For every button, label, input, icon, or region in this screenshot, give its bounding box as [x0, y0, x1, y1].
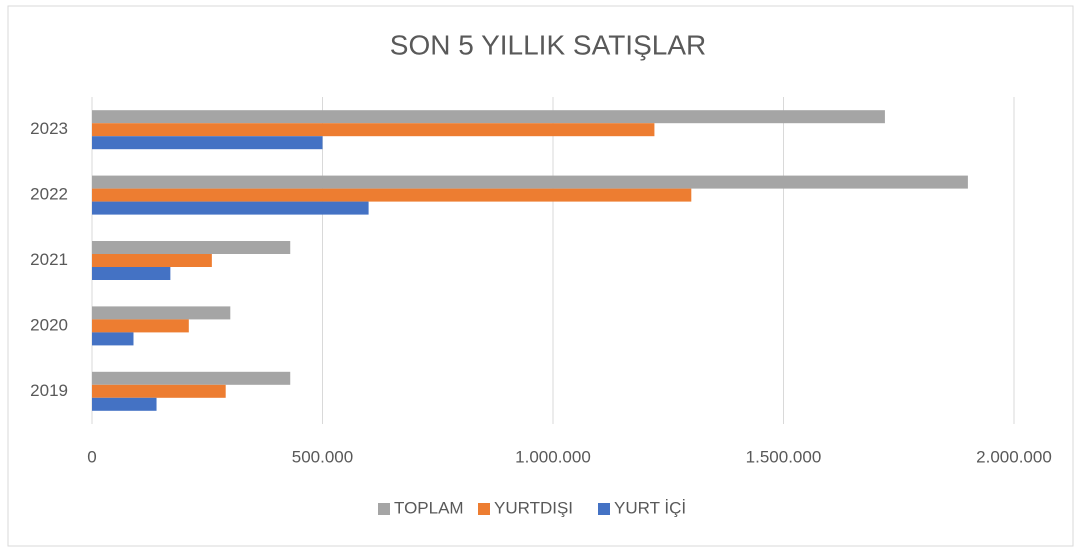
y-tick-label: 2021 [30, 250, 68, 269]
bar [92, 332, 134, 346]
bar [92, 371, 291, 385]
x-tick-label: 500.000 [292, 447, 353, 466]
bar [92, 110, 885, 124]
bar [92, 136, 323, 150]
bar [92, 175, 968, 189]
bar [92, 267, 171, 280]
legend-swatch [598, 503, 610, 515]
legend-label: YURTDIŞI [494, 498, 573, 517]
bar [92, 306, 231, 320]
x-tick-label: 1.000.000 [515, 447, 591, 466]
chart-title: SON 5 YILLIK SATIŞLAR [390, 29, 706, 60]
x-tick-label: 0 [87, 447, 96, 466]
chart-border [7, 5, 1074, 547]
y-tick-label: 2019 [30, 381, 68, 400]
legend-label: TOPLAM [394, 498, 464, 517]
x-tick-label: 1.500.000 [746, 447, 822, 466]
y-tick-label: 2020 [30, 315, 68, 334]
y-tick-label: 2023 [30, 119, 68, 138]
bar [92, 241, 291, 254]
bar [92, 397, 157, 411]
legend-label: YURT İÇİ [614, 498, 686, 517]
bar [92, 201, 369, 215]
legend-swatch [478, 503, 490, 515]
legend-swatch [378, 503, 390, 515]
bar [92, 123, 655, 137]
bar [92, 384, 226, 398]
x-tick-label: 2.000.000 [976, 447, 1052, 466]
y-tick-label: 2022 [30, 185, 68, 204]
bar [92, 254, 212, 267]
bar [92, 319, 189, 333]
bar [92, 188, 692, 202]
